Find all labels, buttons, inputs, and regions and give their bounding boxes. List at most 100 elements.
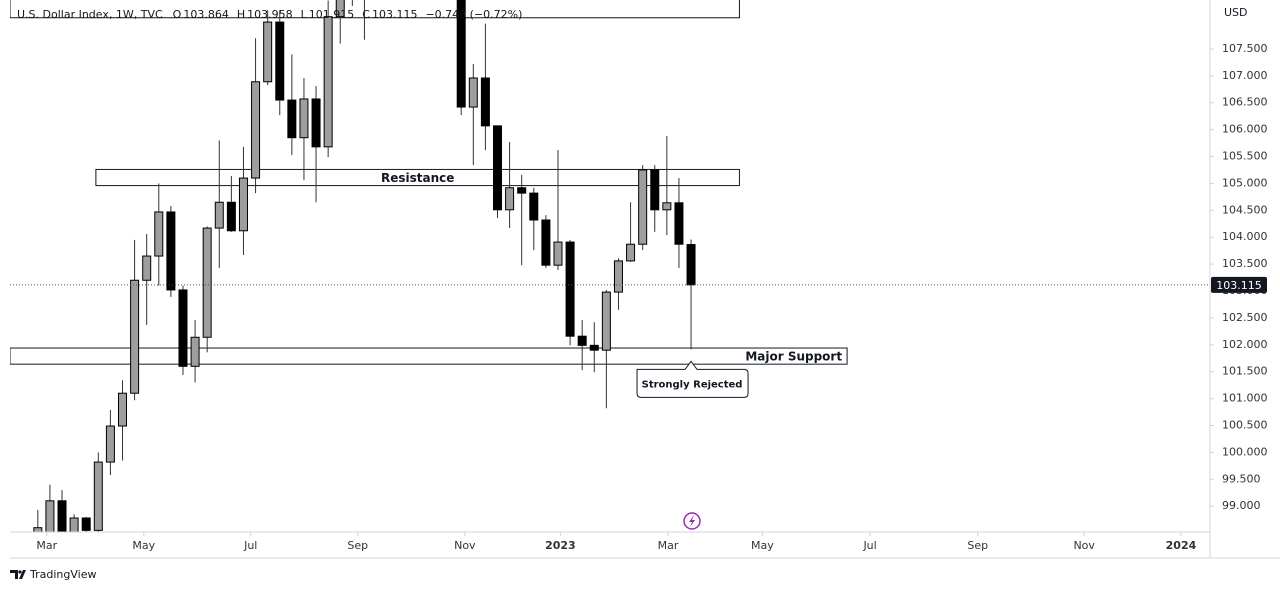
y-tick-label: 99.000 [1222, 499, 1261, 512]
x-tick-label: 2024 [1166, 539, 1197, 552]
candle-body [93, 461, 103, 531]
brand: TradingView [29, 568, 96, 581]
candle-body [178, 289, 188, 367]
y-tick-label: 101.000 [1222, 392, 1268, 405]
x-tick-label: May [751, 539, 774, 552]
candle-body [130, 279, 140, 394]
y-tick-label: 99.500 [1222, 472, 1261, 485]
candle-body [601, 291, 611, 351]
candle-body [565, 241, 575, 337]
candle-body [263, 21, 273, 83]
candle-body [493, 125, 502, 211]
candle-body [69, 517, 79, 532]
candle-body [686, 244, 696, 286]
candle-body [142, 255, 152, 281]
y-tick-label: 100.500 [1222, 418, 1268, 431]
x-tick-label: Nov [1073, 539, 1095, 552]
candle-body [613, 260, 623, 293]
field-key: H [237, 8, 245, 21]
y-tick-label: 107.500 [1222, 42, 1268, 55]
y-tick-label: 102.000 [1222, 338, 1268, 351]
candle-body [190, 336, 200, 367]
candle-body [589, 344, 599, 351]
candle-body [33, 527, 43, 532]
candle-body [166, 211, 176, 291]
x-tick-label: 2023 [545, 539, 576, 552]
candle-body [468, 77, 478, 108]
candle-body [45, 500, 55, 532]
x-tick-label: May [132, 539, 155, 552]
zone-label: Resistance [381, 171, 454, 185]
plot [10, 0, 1210, 532]
candle-body [251, 81, 261, 179]
field-key: O [173, 8, 182, 21]
candle-body [480, 77, 490, 127]
candle-body [553, 241, 563, 266]
x-tick-label: Sep [347, 539, 368, 552]
last-price-label: 103.115 [1216, 279, 1262, 292]
y-tick-label: 106.500 [1222, 96, 1268, 109]
candle-body [541, 219, 551, 266]
field-key: L [301, 8, 308, 21]
candle-body [323, 16, 333, 148]
brand-logo [10, 570, 26, 579]
x-tick-label: Sep [967, 539, 988, 552]
candle-body [577, 335, 587, 346]
field-value: 103.958 [247, 8, 293, 21]
field-value: 103.115 [372, 8, 418, 21]
field-value: 103.864 [183, 8, 229, 21]
currency: USD [1224, 6, 1248, 19]
candle-body [638, 169, 648, 245]
y-tick-label: 103.500 [1222, 257, 1268, 270]
y-tick-label: 102.500 [1222, 311, 1268, 324]
candle-body [202, 227, 212, 338]
candle-body [626, 243, 636, 262]
candle-body [456, 0, 466, 108]
zone [95, 168, 740, 187]
candle-body [650, 169, 660, 211]
y-tick-label: 106.000 [1222, 123, 1268, 136]
y-tick-label: 101.500 [1222, 365, 1268, 378]
x-tick-label: Mar [36, 539, 57, 552]
field-value: 101.915 [309, 8, 355, 21]
symbol: U.S. Dollar Index, 1W, TVC [17, 8, 163, 21]
candle-body [105, 425, 115, 463]
y-tick-label: 104.500 [1222, 203, 1268, 216]
candle-body [57, 500, 67, 532]
zone [10, 347, 848, 365]
change: −0.749 (−0.72%) [425, 8, 522, 21]
y-tick-label: 104.000 [1222, 230, 1268, 243]
candle-body [287, 99, 297, 139]
y-tick-label: 100.000 [1222, 445, 1268, 458]
zone-label: Major Support [745, 350, 842, 364]
header: U.S. Dollar Index, 1W, TVC O 103.864 H 103.9… [17, 8, 522, 21]
alert-icon [683, 512, 701, 530]
candle-body [674, 202, 684, 245]
candle-body [238, 177, 248, 232]
y-tick-label: 105.000 [1222, 176, 1268, 189]
candle-body [299, 98, 309, 139]
callout-text: Strongly Rejected [642, 379, 743, 390]
y-tick-label: 107.000 [1222, 69, 1268, 82]
last-price-tag [1211, 276, 1267, 293]
candle-body [214, 201, 224, 229]
x-tick-label: Jul [243, 539, 257, 552]
axes: 99.000 99.500 100.000 100.500 101.000 101.500… [36, 42, 1267, 552]
callout-box [636, 360, 749, 398]
candle-body [81, 517, 91, 531]
zone [10, 0, 740, 19]
x-tick-label: Mar [658, 539, 679, 552]
plot-area [10, 0, 1210, 532]
candle-body [335, 0, 345, 18]
candle-body [154, 211, 164, 257]
x-tick-label: Nov [454, 539, 476, 552]
x-tick-label: Jul [862, 539, 876, 552]
field-key: C [362, 8, 370, 21]
candle-body [118, 392, 127, 427]
candle-body [505, 187, 515, 211]
candle-body [529, 192, 539, 221]
candle-body [275, 21, 285, 101]
candle-body [517, 187, 527, 194]
candle-body [662, 202, 672, 211]
